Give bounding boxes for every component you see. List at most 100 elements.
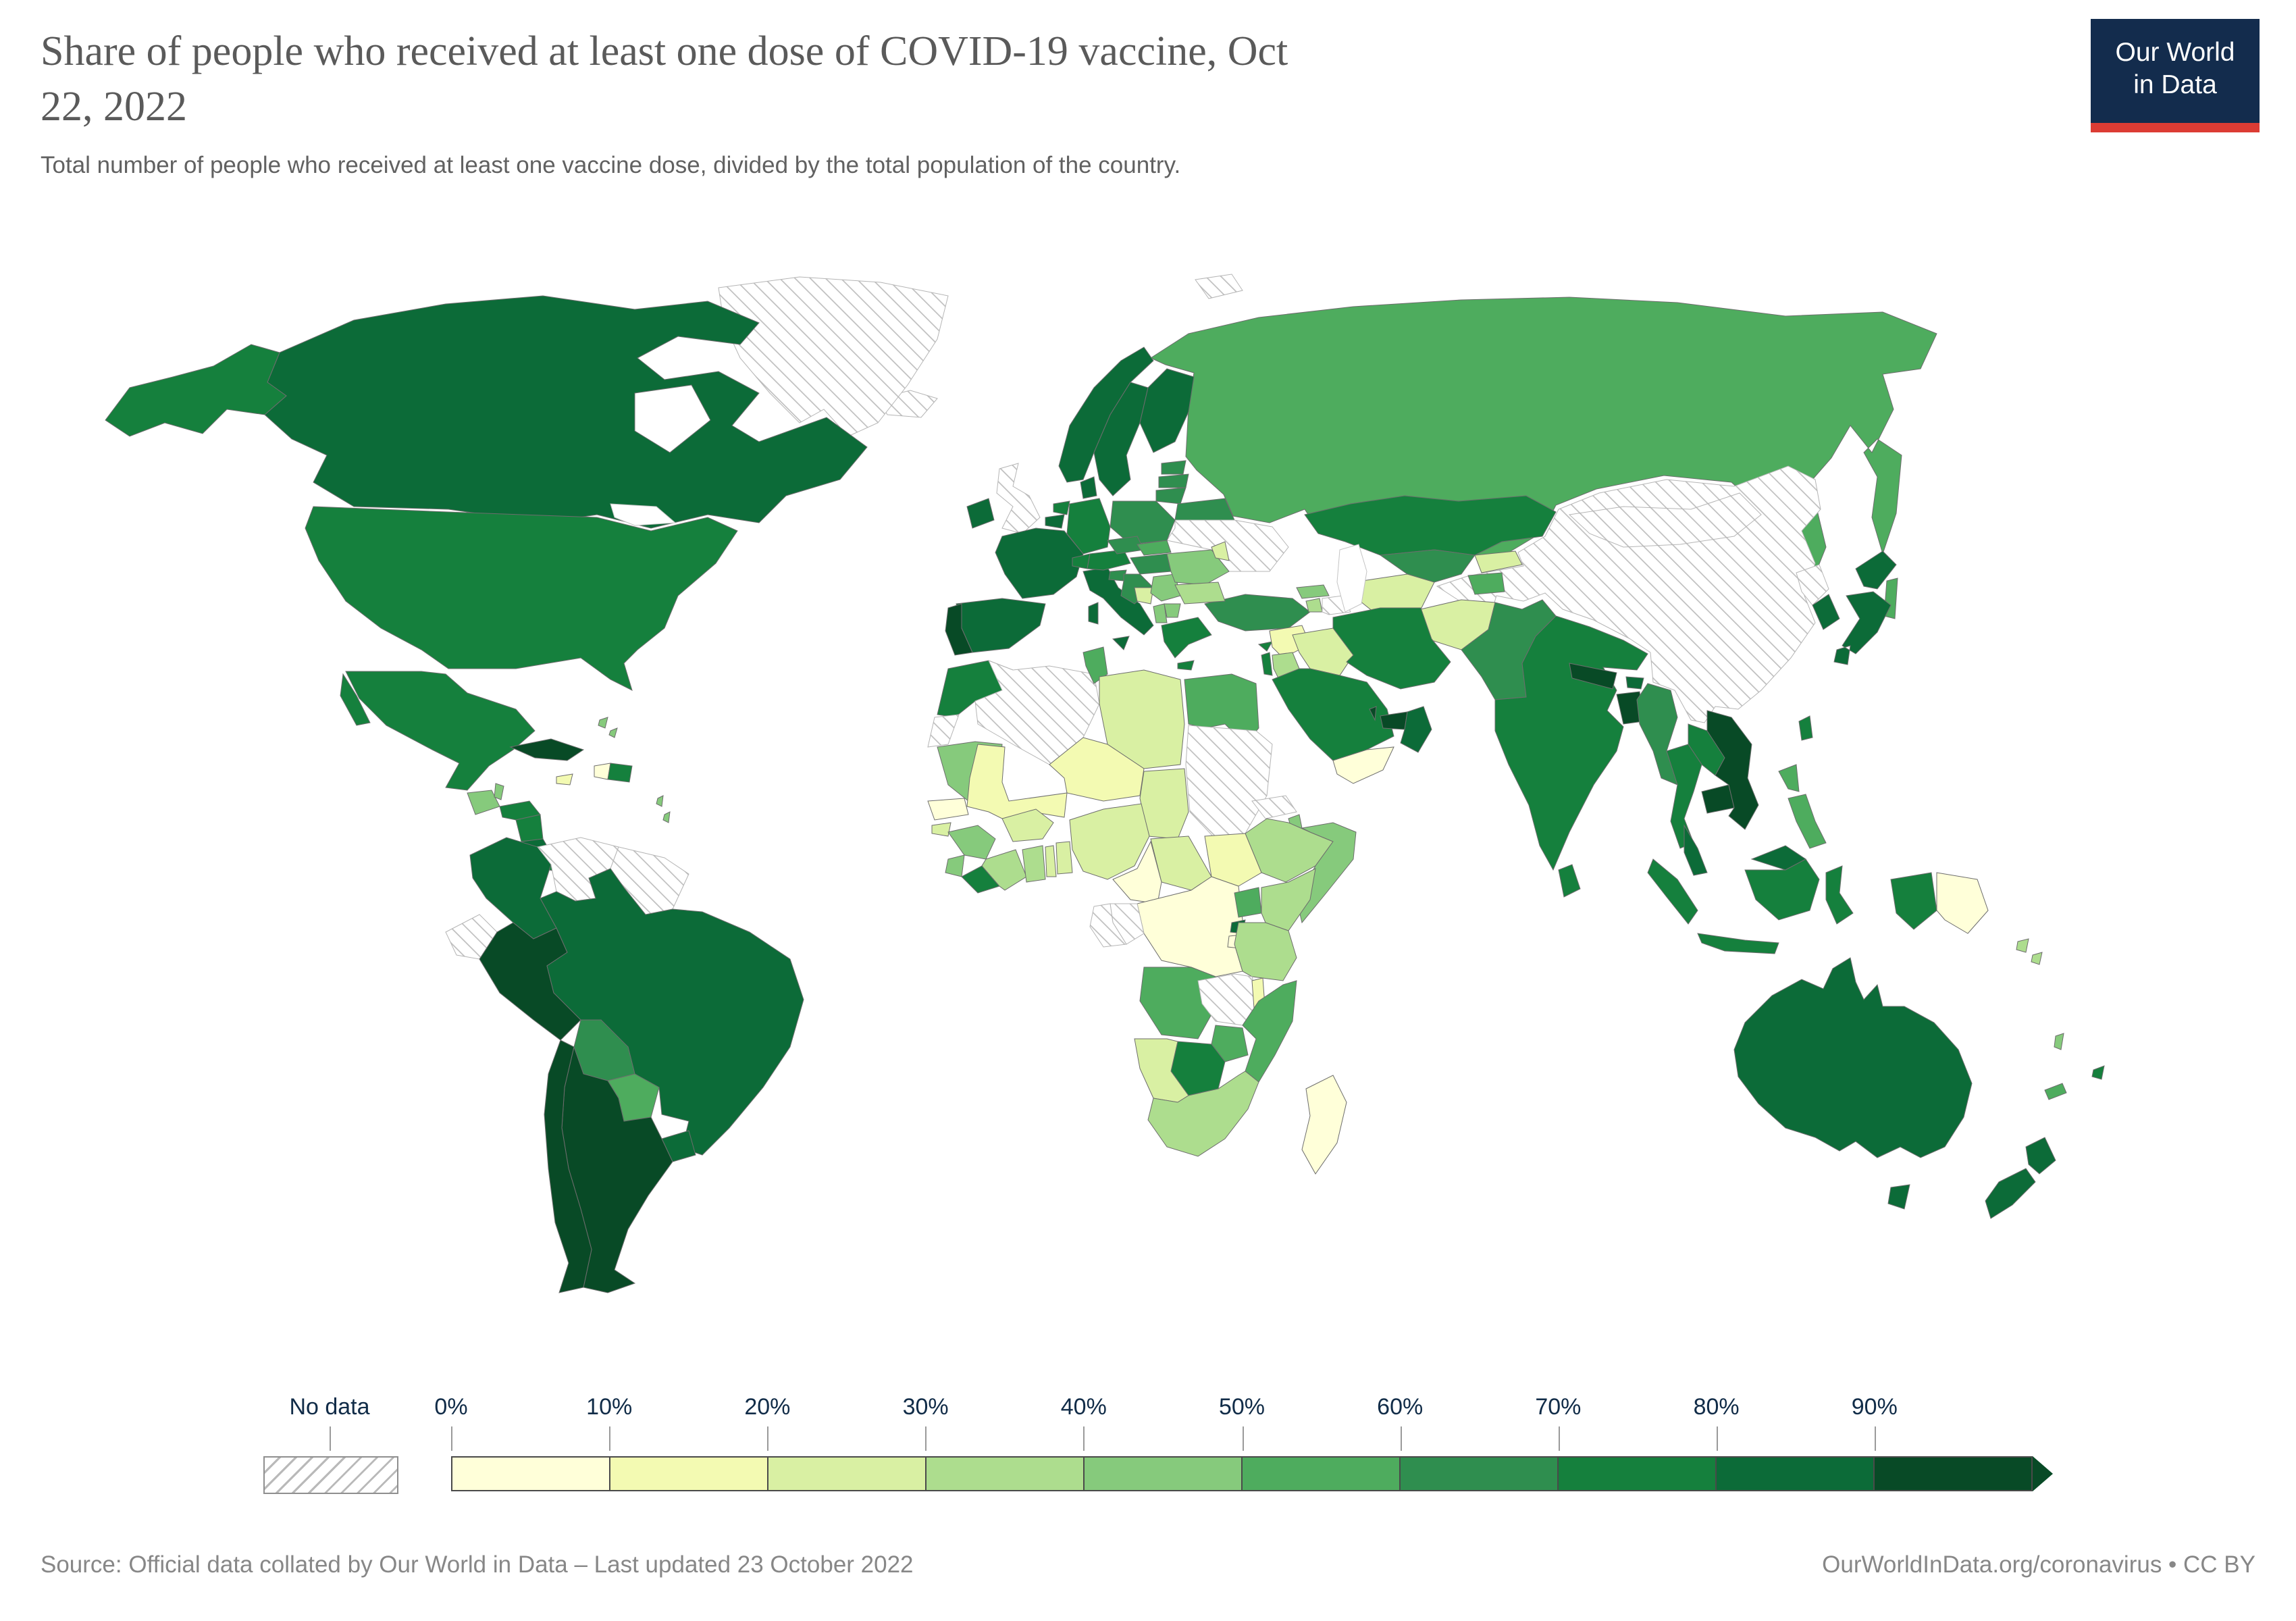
country-taiwan[interactable]: Taiwan — 70-80% xyxy=(1798,715,1813,741)
country-kazakhstan[interactable]: Kazakhstan — 70-80% xyxy=(1304,495,1557,556)
country-cuba[interactable]: Cuba — 90%+ xyxy=(509,738,585,761)
country-ukraine[interactable]: Ukraine — No data xyxy=(1166,519,1289,572)
country-solomon_islands[interactable]: Solomon Islands — 30-40% xyxy=(2016,938,2043,965)
country-ireland[interactable]: Ireland — 80-90% xyxy=(966,498,995,529)
country-belgium[interactable]: Belgium — 80-90% xyxy=(1045,514,1065,529)
country-albania[interactable]: Albania — 40-50% xyxy=(1153,603,1168,623)
country-papua_new_guinea[interactable]: Papua New Guinea — 0-10% xyxy=(1936,872,1989,934)
country-cameroon[interactable]: Cameroon — 0-10% xyxy=(1112,840,1162,904)
country-denmark[interactable]: Denmark — 80-90% xyxy=(1080,476,1097,499)
country-gabon[interactable]: Gabon — No data xyxy=(1089,903,1127,948)
country-norway[interactable]: Norway — 80-90% xyxy=(1058,346,1154,483)
country-belize[interactable]: Belize — 40-50% xyxy=(494,783,504,800)
legend-no-data-swatch[interactable] xyxy=(263,1456,398,1494)
country-dominican_republic[interactable]: Dominican Republic — 70-80% xyxy=(607,763,633,783)
country-angola[interactable]: Angola — 50-60% xyxy=(1139,967,1216,1039)
country-australia[interactable]: Australia — 80-90% xyxy=(1733,957,1973,1210)
country-kyrgyzstan[interactable]: Kyrgyzstan — 20-30% xyxy=(1474,550,1523,573)
country-iran[interactable]: Iran — 70-80% xyxy=(1332,607,1451,690)
country-tanzania[interactable]: Tanzania — 30-40% xyxy=(1234,922,1297,981)
country-georgia[interactable]: Georgia — 40-50% xyxy=(1296,584,1330,599)
country-svalbard[interactable]: Svalbard — No data xyxy=(1195,274,1243,299)
country-philippines[interactable]: Philippines — 50-60% xyxy=(1778,764,1827,849)
country-lithuania[interactable]: Lithuania — 60-70% xyxy=(1155,487,1186,505)
country-fiji[interactable]: Fiji — 70-80% xyxy=(2091,1065,2105,1080)
country-guinea_bissau[interactable]: Guinea-Bissau — 20-30% xyxy=(931,822,951,837)
country-ghana[interactable]: Ghana — 30-40% xyxy=(1022,845,1046,883)
country-zimbabwe[interactable]: Zimbabwe — 50-60% xyxy=(1211,1025,1249,1062)
country-usa[interactable]: United States — 70-80% xyxy=(105,344,738,691)
owid-logo[interactable]: Our World in Data xyxy=(2091,19,2260,132)
country-poland[interactable]: Poland — 60-70% xyxy=(1110,500,1176,545)
country-myanmar[interactable]: Myanmar — 60-70% xyxy=(1636,683,1678,786)
country-qatar[interactable]: Qatar — 90%+ xyxy=(1369,706,1377,721)
country-bahamas[interactable]: Bahamas — 40-50% xyxy=(598,717,618,738)
country-estonia[interactable]: Estonia — 60-70% xyxy=(1161,460,1186,475)
legend-bucket-70-80%[interactable] xyxy=(1557,1456,1715,1491)
owid-link[interactable]: OurWorldInData.org/coronavirus • CC BY xyxy=(1822,1551,2255,1578)
country-nepal[interactable]: Nepal — 90%+ xyxy=(1569,663,1617,690)
country-south_africa[interactable]: South Africa — 30-40% xyxy=(1147,1071,1259,1157)
country-greenland[interactable]: Greenland — No data xyxy=(718,276,949,437)
legend-bucket-60-70%[interactable] xyxy=(1399,1456,1557,1491)
legend-bucket-90%+[interactable] xyxy=(1873,1456,2033,1491)
country-netherlands[interactable]: Netherlands — 70-80% xyxy=(1053,500,1070,515)
country-canada[interactable]: Canada — 80-90% xyxy=(264,295,868,529)
country-hungary[interactable]: Hungary — 60-70% xyxy=(1130,553,1172,575)
country-sweden[interactable]: Sweden — 80-90% xyxy=(1093,382,1149,496)
country-slovakia[interactable]: Slovakia — 50-60% xyxy=(1137,540,1172,556)
country-north_macedonia[interactable]: North Macedonia — 40-50% xyxy=(1164,603,1181,618)
country-north_korea[interactable]: North Korea — No data xyxy=(1796,564,1829,606)
legend-bucket-0-10%[interactable] xyxy=(451,1456,609,1491)
country-nigeria[interactable]: Nigeria — 20-30% xyxy=(1069,803,1150,880)
country-bulgaria[interactable]: Bulgaria — 30-40% xyxy=(1174,582,1226,604)
country-bosnia[interactable]: Bosnia and Herzegovina — 20-30% xyxy=(1134,587,1154,604)
country-niger[interactable]: Niger — 10-20% xyxy=(1049,737,1145,802)
country-indonesia[interactable]: Indonesia — 70-80% xyxy=(1647,858,1937,954)
country-benin[interactable]: Benin — 20-30% xyxy=(1055,841,1073,875)
country-oman[interactable]: Oman — 80-90% xyxy=(1400,706,1432,753)
country-eritrea[interactable]: Eritrea — No data xyxy=(1251,795,1297,819)
country-kenya[interactable]: Kenya — 30-40% xyxy=(1261,868,1316,931)
country-south_sudan[interactable]: South Sudan — 10-20% xyxy=(1204,833,1262,887)
country-greece[interactable]: Greece — 70-80% xyxy=(1161,617,1212,671)
country-serbia[interactable]: Serbia — 40-50% xyxy=(1150,573,1181,602)
country-thailand[interactable]: Thailand — 70-80% xyxy=(1666,744,1702,849)
country-senegal[interactable]: Senegal — 0-10% xyxy=(927,798,969,821)
country-sri_lanka[interactable]: Sri Lanka — 70-80% xyxy=(1558,864,1581,898)
country-mozambique[interactable]: Mozambique — 50-60% xyxy=(1242,980,1297,1083)
country-malaysia[interactable]: Malaysia — 80-90% xyxy=(1684,824,1806,876)
country-israel[interactable]: Israel — 70-80% xyxy=(1261,652,1273,676)
country-united_kingdom[interactable]: United Kingdom — No data xyxy=(996,463,1041,534)
country-turkey[interactable]: Turkey — 60-70% xyxy=(1204,594,1311,632)
country-jamaica[interactable]: Jamaica — 10-20% xyxy=(556,773,573,786)
country-spain[interactable]: Spain — 80-90% xyxy=(956,598,1046,653)
country-chile[interactable]: Chile — 90%+ xyxy=(544,1039,592,1293)
country-japan[interactable]: Japan — 80-90% xyxy=(1833,550,1897,665)
country-moldova[interactable]: Moldova — 20-30% xyxy=(1211,541,1230,561)
country-western_sahara[interactable]: Western Sahara — No data xyxy=(927,714,960,748)
country-cote_divoire[interactable]: Cote d'Ivoire — 30-40% xyxy=(981,849,1027,891)
country-mongolia[interactable]: Mongolia — No data xyxy=(1568,492,1762,548)
country-cambodia[interactable]: Cambodia — 90%+ xyxy=(1701,784,1735,814)
country-south_korea[interactable]: South Korea — 80-90% xyxy=(1812,594,1840,630)
country-burkina_faso[interactable]: Burkina Faso — 20-30% xyxy=(1001,808,1054,842)
country-france[interactable]: France — 80-90% xyxy=(995,528,1084,599)
country-mexico[interactable]: Mexico — 70-80% xyxy=(340,671,536,791)
country-libya[interactable]: Libya — 20-30% xyxy=(1099,669,1185,769)
country-italy[interactable]: Italy — 80-90% xyxy=(1082,567,1154,650)
country-portugal[interactable]: Portugal — 90%+ xyxy=(945,603,973,656)
country-new_caledonia[interactable]: New Caledonia — 50-60% xyxy=(2044,1083,2067,1100)
country-bhutan[interactable]: Bhutan — 80-90% xyxy=(1625,676,1644,690)
legend-bucket-80-90%[interactable] xyxy=(1715,1456,1873,1491)
legend-bucket-10-20%[interactable] xyxy=(609,1456,767,1491)
country-cyprus[interactable]: Cyprus — 70-80% xyxy=(1257,641,1273,652)
country-togo[interactable]: Togo — 20-30% xyxy=(1045,845,1057,877)
country-finland[interactable]: Finland — 80-90% xyxy=(1139,368,1195,453)
country-vanuatu[interactable]: Vanuatu — 40-50% xyxy=(2054,1033,2064,1050)
country-mali[interactable]: Mali — 10-20% xyxy=(966,744,1068,821)
country-sierra_leone[interactable]: Sierra Leone — 40-50% xyxy=(945,854,965,877)
country-somalia[interactable]: Somalia — 40-50% xyxy=(1296,822,1357,924)
country-lesser_antilles[interactable]: Lesser Antilles — 40-50% xyxy=(656,795,671,823)
country-madagascar[interactable]: Madagascar — 0-10% xyxy=(1301,1075,1347,1175)
